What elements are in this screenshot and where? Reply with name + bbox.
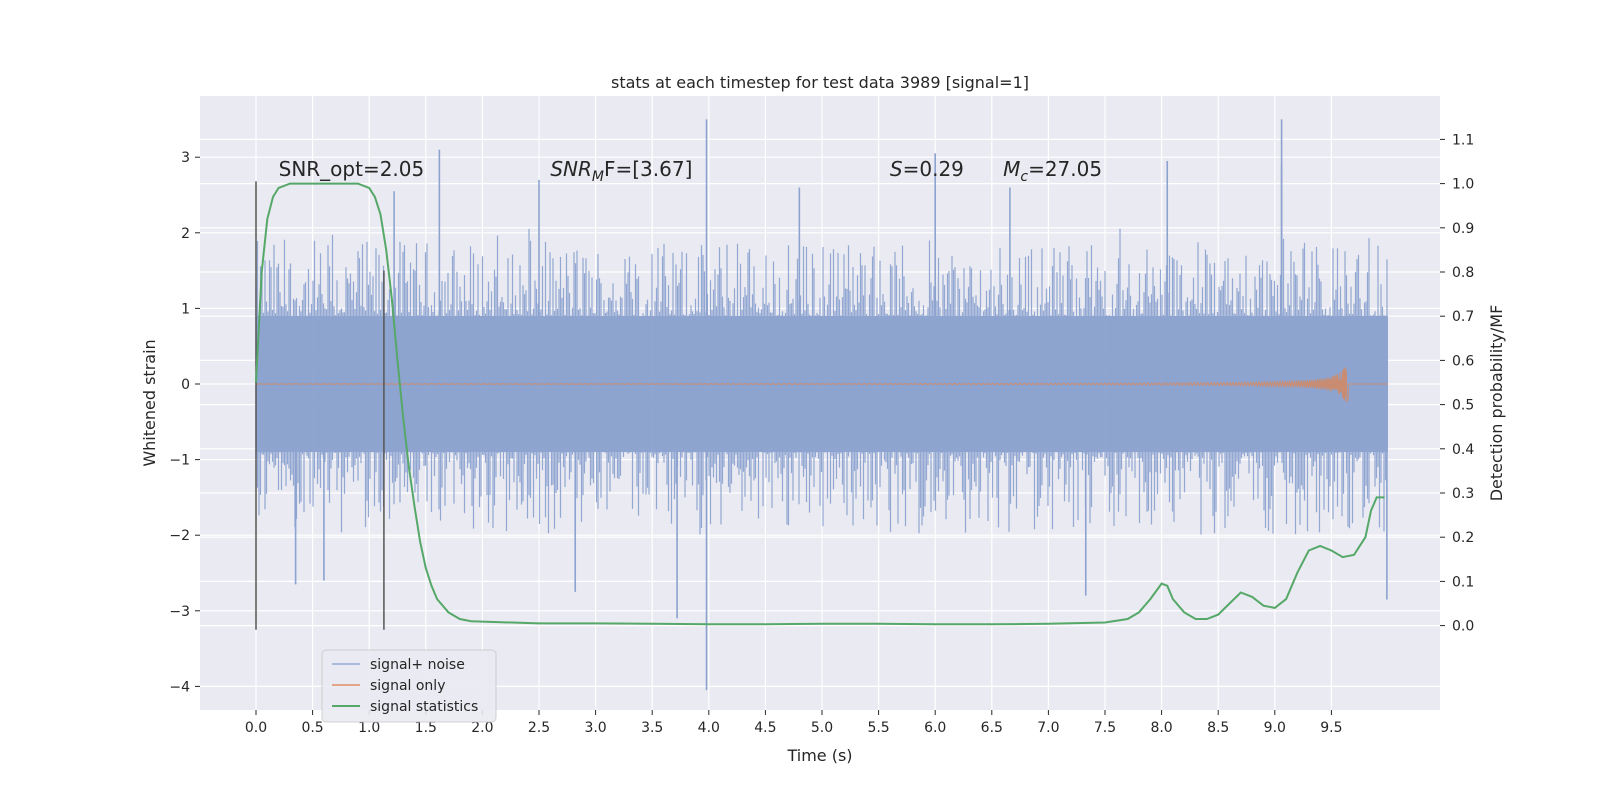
y2-tick-label: 0.6 bbox=[1452, 353, 1474, 369]
legend-label: signal+ noise bbox=[370, 657, 465, 673]
series-signal-statistics bbox=[255, 182, 1385, 626]
x-tick-label: 0.5 bbox=[301, 720, 323, 736]
annotation-subscript: c bbox=[1020, 169, 1028, 185]
noise-spikes bbox=[294, 119, 1388, 691]
annotation-0: SNR_opt=2.05 bbox=[279, 157, 425, 181]
y2-tick-label: 0.3 bbox=[1452, 486, 1474, 502]
x-tick-label: 4.5 bbox=[754, 720, 776, 736]
y2-tick-label: 0.1 bbox=[1452, 574, 1474, 590]
y2-tick-label: 0.5 bbox=[1452, 398, 1474, 414]
annotation-symbol: M bbox=[1003, 157, 1020, 181]
legend-label: signal statistics bbox=[370, 699, 478, 715]
annotation-value: F=[3.67] bbox=[604, 157, 692, 181]
annotation-1: SNRMF=[3.67] bbox=[550, 157, 692, 185]
annotation-symbol: S bbox=[890, 157, 903, 181]
y-tick-label: −2 bbox=[169, 528, 190, 544]
y-axis-ticks: 3 2 1 0 −1 −2 −3 −4 bbox=[169, 150, 200, 695]
x-tick-label: 0.0 bbox=[245, 720, 267, 736]
y2-tick-label: 0.8 bbox=[1452, 265, 1474, 281]
y2-tick-label: 0.0 bbox=[1452, 619, 1474, 635]
legend-label: signal only bbox=[370, 678, 445, 694]
x-tick-label: 8.0 bbox=[1150, 720, 1172, 736]
y2-tick-label: 1.1 bbox=[1452, 132, 1474, 148]
y-axis-title: Whitened strain bbox=[140, 339, 159, 466]
x-axis-ticks: 0.0 0.5 1.0 1.5 2.0 2.5 3.0 3.5 4.0 4.5 5.0 5.5 6.0 6… bbox=[245, 710, 1343, 736]
y2-tick-label: 0.2 bbox=[1452, 530, 1474, 546]
annotation-3: Mc=27.05 bbox=[1003, 157, 1102, 185]
annotations: SNR_opt=2.05 SNRMF=[3.67] S=0.29 Mc=27.05 bbox=[279, 157, 1102, 185]
y-tick-label: 1 bbox=[181, 301, 190, 317]
x-tick-label: 1.0 bbox=[358, 720, 380, 736]
x-tick-label: 4.0 bbox=[698, 720, 720, 736]
x-tick-label: 1.5 bbox=[415, 720, 437, 736]
annotation-value: =27.05 bbox=[1028, 157, 1102, 181]
x-tick-label: 3.5 bbox=[641, 720, 663, 736]
series-signal-only bbox=[255, 367, 1388, 403]
y-tick-label: 0 bbox=[181, 377, 190, 393]
y2-tick-label: 1.0 bbox=[1452, 177, 1474, 193]
x-tick-label: 9.0 bbox=[1264, 720, 1286, 736]
y2-tick-label: 0.7 bbox=[1452, 309, 1474, 325]
y2-axis-title: Detection probability/MF bbox=[1487, 305, 1506, 502]
y-tick-label: −1 bbox=[169, 453, 190, 469]
y-tick-label: −4 bbox=[169, 679, 190, 695]
annotation-value: =0.29 bbox=[903, 157, 964, 181]
x-tick-label: 7.5 bbox=[1094, 720, 1116, 736]
chart-title: stats at each timestep for test data 398… bbox=[611, 73, 1029, 92]
x-tick-label: 2.0 bbox=[471, 720, 493, 736]
x-tick-label: 9.5 bbox=[1320, 720, 1342, 736]
annotation-2: S=0.29 bbox=[890, 157, 964, 181]
x-axis-title: Time (s) bbox=[786, 746, 852, 765]
annotation-subscript: M bbox=[592, 169, 604, 185]
legend: signal+ noise signal only signal statistic… bbox=[321, 649, 497, 723]
y-tick-label: 3 bbox=[181, 150, 190, 166]
x-tick-label: 7.0 bbox=[1037, 720, 1059, 736]
y2-tick-label: 0.4 bbox=[1452, 442, 1474, 458]
vertical-markers bbox=[255, 181, 385, 630]
x-tick-label: 6.5 bbox=[981, 720, 1003, 736]
x-tick-label: 5.0 bbox=[811, 720, 833, 736]
annotation-symbol: SNR bbox=[550, 157, 592, 181]
y2-axis-ticks: 1.1 1.0 0.9 0.8 0.7 0.6 0.5 0.4 0.3 0.2 0.1 0.0 bbox=[1440, 132, 1474, 635]
x-tick-label: 5.5 bbox=[867, 720, 889, 736]
x-tick-label: 8.5 bbox=[1207, 720, 1229, 736]
x-tick-label: 2.5 bbox=[528, 720, 550, 736]
y-tick-label: 2 bbox=[181, 226, 190, 242]
y2-tick-label: 0.9 bbox=[1452, 221, 1474, 237]
legend-box bbox=[321, 649, 497, 723]
y-tick-label: −3 bbox=[169, 604, 190, 620]
x-tick-label: 3.0 bbox=[584, 720, 606, 736]
x-tick-label: 6.0 bbox=[924, 720, 946, 736]
